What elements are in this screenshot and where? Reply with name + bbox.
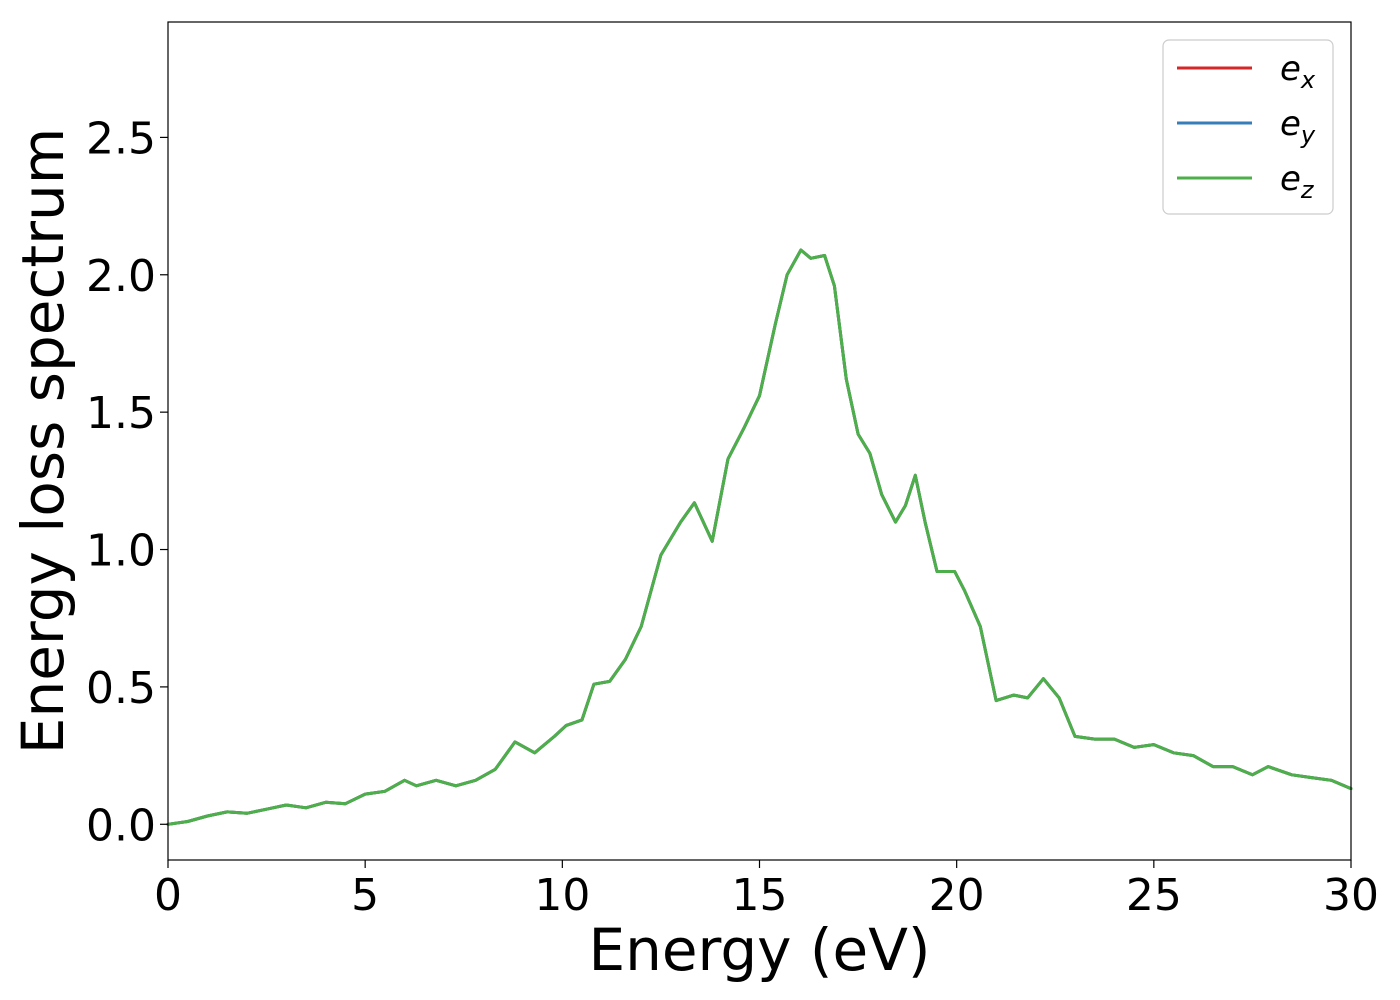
- legend-label-subscript: x: [1300, 66, 1316, 94]
- legend-label-base: e: [1280, 49, 1301, 89]
- legend-label: ex: [1280, 49, 1316, 94]
- x-axis-title: Energy (eV): [588, 916, 930, 984]
- x-tick-label: 10: [534, 870, 590, 921]
- y-tick-label: 0.5: [86, 663, 156, 714]
- series-line-e-y: [166, 248, 1353, 826]
- series-line-e-x: [166, 248, 1353, 826]
- y-tick-label: 1.5: [86, 388, 156, 439]
- x-tick-label: 30: [1323, 870, 1379, 921]
- legend-label-subscript: z: [1300, 176, 1315, 204]
- y-tick-label: 1.0: [86, 526, 156, 577]
- legend-label-base: e: [1280, 159, 1301, 199]
- y-axis-title: Energy loss spectrum: [9, 128, 77, 754]
- series-layer: [166, 248, 1353, 826]
- x-tick-label: 20: [929, 870, 985, 921]
- legend-label: ey: [1280, 104, 1316, 149]
- legend-label: ez: [1280, 159, 1315, 204]
- legend-label-subscript: y: [1300, 121, 1316, 149]
- x-tick-label: 0: [154, 870, 182, 921]
- series-line-e-z: [166, 248, 1353, 826]
- y-tick-label: 2.0: [86, 251, 156, 302]
- legend-label-base: e: [1280, 104, 1301, 144]
- x-tick-label: 15: [732, 870, 788, 921]
- y-tick-label: 2.5: [86, 113, 156, 164]
- x-tick-label: 5: [351, 870, 379, 921]
- y-axis: 0.0 0.5 1.0 1.5 2.0 2.5: [86, 113, 168, 851]
- x-tick-label: 25: [1126, 870, 1182, 921]
- x-axis: 0 5 10 15 20 25 30: [154, 860, 1379, 921]
- y-tick-label: 0.0: [86, 800, 156, 851]
- legend-box: [1162, 39, 1334, 215]
